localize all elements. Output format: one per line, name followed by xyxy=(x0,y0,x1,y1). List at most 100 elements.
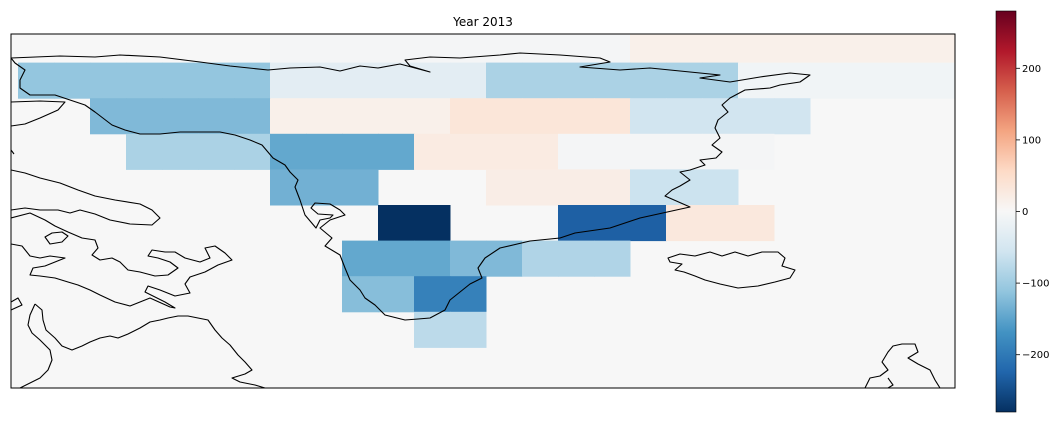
heatmap-cell xyxy=(594,98,631,135)
heatmap-cell xyxy=(342,240,379,277)
heatmap-cell xyxy=(450,62,487,99)
heatmap-cell xyxy=(810,62,847,99)
heatmap-cell xyxy=(414,240,451,277)
heatmap-cell xyxy=(378,205,415,242)
heatmap-cell xyxy=(126,133,163,170)
heatmap-cell xyxy=(378,133,415,170)
heatmap-cell xyxy=(270,98,307,135)
colorbar-gradient xyxy=(995,10,1017,413)
heatmap-cell xyxy=(342,133,379,170)
heatmap-cell xyxy=(918,34,955,64)
coastline-island-north xyxy=(11,100,66,127)
heatmap-cell xyxy=(342,276,379,313)
heatmap-cell xyxy=(342,98,379,135)
heatmap-cell xyxy=(558,98,595,135)
heatmap-cell xyxy=(450,98,487,135)
heatmap-cell xyxy=(594,169,631,206)
heatmap-cell xyxy=(378,276,415,313)
heatmap-cell xyxy=(306,98,343,135)
heatmap-cell xyxy=(414,205,451,242)
heatmap-cell xyxy=(738,133,775,170)
heatmap-cell xyxy=(306,169,343,206)
heatmap-cell xyxy=(486,98,523,135)
heatmap-cell xyxy=(738,34,775,64)
heatmap-cell xyxy=(270,169,307,206)
heatmap-cell xyxy=(342,34,379,64)
heatmap-cell xyxy=(378,62,415,99)
heatmap-cell xyxy=(234,98,271,135)
colorbar-tick-label: 0 xyxy=(1022,207,1028,218)
heatmap-cell xyxy=(270,34,307,64)
heatmap-cell xyxy=(702,98,739,135)
heatmap-cell xyxy=(198,62,235,99)
heatmap-cell xyxy=(378,98,415,135)
heatmap-cell xyxy=(846,62,883,99)
heatmap-cell xyxy=(774,62,811,99)
coastline-left-landmass xyxy=(11,169,161,226)
heatmap-cell xyxy=(522,62,559,99)
heatmap-cell xyxy=(630,34,667,64)
colorbar-tick-label: −100 xyxy=(1022,279,1049,290)
heatmap-cell xyxy=(198,133,235,170)
heatmap-cell xyxy=(306,62,343,99)
heatmap-cell xyxy=(558,240,595,277)
heatmap-cell xyxy=(630,169,667,206)
coastline-south-west xyxy=(11,212,233,309)
heatmap-cell xyxy=(630,98,667,135)
heatmap-cell xyxy=(486,169,523,206)
heatmap-cell xyxy=(450,133,487,170)
heatmap-cell xyxy=(558,34,595,64)
heatmap-cell xyxy=(522,133,559,170)
heatmap-cell xyxy=(306,133,343,170)
heatmap-cell xyxy=(882,34,919,64)
heatmap-cell xyxy=(198,98,235,135)
heatmap-cell xyxy=(666,133,703,170)
heatmap-cell xyxy=(414,133,451,170)
heatmap-cell xyxy=(162,62,199,99)
heatmap-cell xyxy=(630,205,667,242)
heatmap-cell xyxy=(234,133,271,170)
heatmap-cell xyxy=(450,276,487,313)
heatmap-cell xyxy=(414,98,451,135)
coastlines xyxy=(11,52,941,388)
heatmap-cell xyxy=(846,34,883,64)
heatmap-cell xyxy=(558,133,595,170)
heatmap-cell xyxy=(738,62,775,99)
coastline-iceland xyxy=(667,251,796,289)
heatmap-cell xyxy=(558,205,595,242)
heatmap-cell xyxy=(594,133,631,170)
heatmap-cell xyxy=(558,169,595,206)
heatmap-cell xyxy=(918,62,955,99)
heatmap-cell xyxy=(774,34,811,64)
chart-title: Year 2013 xyxy=(453,15,513,29)
heatmap-cell xyxy=(270,133,307,170)
heatmap-cell xyxy=(486,62,523,99)
heatmap-cell xyxy=(162,98,199,135)
heatmap-cell xyxy=(774,98,811,135)
colorbar-tick-label: −200 xyxy=(1022,350,1049,361)
map-frame xyxy=(10,33,956,389)
heatmap-cell xyxy=(558,62,595,99)
heatmap-cell xyxy=(738,98,775,135)
heatmap-cell xyxy=(630,133,667,170)
heatmap-cell xyxy=(522,34,559,64)
heatmap-cell xyxy=(486,133,523,170)
heatmap-cell xyxy=(666,62,703,99)
heatmap-cell xyxy=(738,205,775,242)
coastline-south-east xyxy=(864,343,941,388)
heatmap-cell xyxy=(702,34,739,64)
heatmap-cell xyxy=(414,311,451,348)
colorbar-tick-label: 100 xyxy=(1022,135,1041,146)
heatmap-cell xyxy=(306,34,343,64)
heatmap-cell xyxy=(18,62,55,99)
heatmap-cell xyxy=(666,34,703,64)
map-plot xyxy=(10,33,956,389)
heatmap-cell xyxy=(126,62,163,99)
heatmap-cell xyxy=(450,240,487,277)
heatmap-cell xyxy=(450,311,487,348)
heatmap-cell xyxy=(594,240,631,277)
heatmap-cell xyxy=(378,34,415,64)
heatmap-cell xyxy=(522,240,559,277)
heatmap-cell xyxy=(882,62,919,99)
heatmap-cell xyxy=(414,276,451,313)
